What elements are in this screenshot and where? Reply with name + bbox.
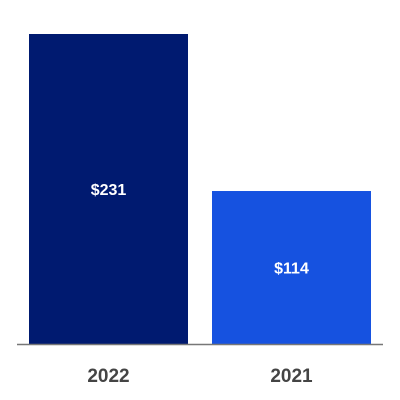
x-tick-label: 2022 bbox=[87, 366, 129, 387]
bar bbox=[29, 34, 188, 344]
bar bbox=[212, 191, 371, 344]
value-label: $231 bbox=[91, 182, 127, 199]
value-label: $114 bbox=[274, 261, 309, 278]
x-tick-label: 2021 bbox=[270, 366, 313, 387]
